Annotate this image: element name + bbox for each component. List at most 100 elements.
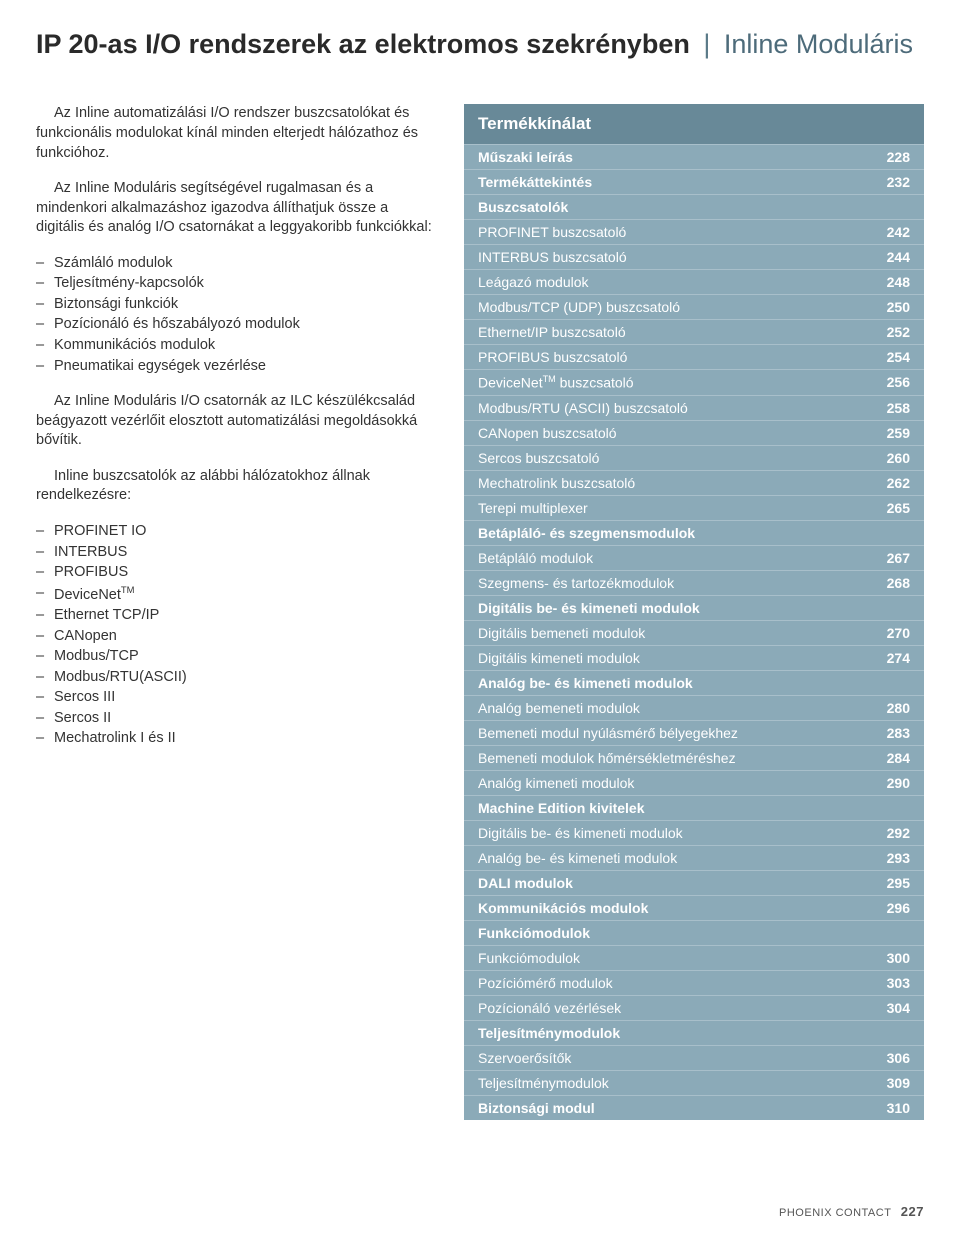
list-item: PROFIBUS — [36, 563, 436, 583]
list-item: Kommunikációs modulok — [36, 336, 436, 356]
toc-page: 232 — [887, 174, 910, 190]
toc-row: Teljesítménymodulok309 — [464, 1070, 924, 1095]
toc-label: DeviceNetTM buszcsatoló — [478, 374, 634, 391]
toc-row: PROFIBUS buszcsatoló254 — [464, 344, 924, 369]
toc: Termékkínálat Műszaki leírás228Termékátt… — [464, 104, 924, 1120]
toc-row: Kommunikációs modulok296 — [464, 895, 924, 920]
toc-page: 268 — [887, 575, 910, 591]
toc-page: 292 — [887, 825, 910, 841]
toc-label: Biztonsági modul — [478, 1100, 595, 1116]
toc-label: Termékáttekintés — [478, 174, 592, 190]
toc-row: Digitális kimeneti modulok274 — [464, 645, 924, 670]
toc-label: INTERBUS buszcsatoló — [478, 249, 627, 265]
list-item: Pneumatikai egységek vezérlése — [36, 357, 436, 377]
toc-label: Machine Edition kivitelek — [478, 800, 645, 816]
right-column: Termékkínálat Műszaki leírás228Termékátt… — [464, 104, 924, 1120]
toc-page: 244 — [887, 249, 910, 265]
toc-row: PROFINET buszcsatoló 242 — [464, 219, 924, 244]
toc-label: Analóg kimeneti modulok — [478, 775, 634, 791]
toc-page: 284 — [887, 750, 910, 766]
toc-label: Sercos buszcsatoló — [478, 450, 599, 466]
toc-label: Ethernet/IP buszcsatoló — [478, 324, 626, 340]
toc-page: 242 — [887, 224, 910, 240]
toc-page: 283 — [887, 725, 910, 741]
toc-row: Buszcsatolók — [464, 194, 924, 219]
toc-title: Termékkínálat — [464, 104, 924, 144]
toc-row: Funkciómodulok — [464, 920, 924, 945]
toc-label: Betápláló- és szegmensmodulok — [478, 525, 695, 541]
footer: PHOENIX CONTACT 227 — [779, 1204, 924, 1219]
toc-row: Digitális bemeneti modulok 270 — [464, 620, 924, 645]
toc-row: Szegmens- és tartozékmodulok268 — [464, 570, 924, 595]
content: Az Inline automatizálási I/O rendszer bu… — [0, 74, 960, 1120]
toc-row: Pozíciómérő modulok303 — [464, 970, 924, 995]
title-light: Inline Moduláris — [724, 29, 913, 59]
list-item: Mechatrolink I és II — [36, 729, 436, 749]
toc-page: 252 — [887, 324, 910, 340]
toc-label: PROFIBUS buszcsatoló — [478, 349, 627, 365]
list-item: Teljesítmény-kapcsolók — [36, 274, 436, 294]
toc-row: Bemeneti modul nyúlásmérő bélyegekhez283 — [464, 720, 924, 745]
title-bold: IP 20-as I/O rendszerek az elektromos sz… — [36, 29, 690, 59]
toc-page: 259 — [887, 425, 910, 441]
feature-list: Számláló modulokTeljesítmény-kapcsolókBi… — [36, 254, 436, 376]
list-item: Sercos II — [36, 709, 436, 729]
toc-label: Analóg be- és kimeneti modulok — [478, 850, 677, 866]
toc-row: CANopen buszcsatoló 259 — [464, 420, 924, 445]
toc-label: Modbus/RTU (ASCII) buszcsatoló — [478, 400, 688, 416]
toc-page: 309 — [887, 1075, 910, 1091]
toc-label: Digitális kimeneti modulok — [478, 650, 640, 666]
title-separator: | — [703, 29, 710, 59]
network-list: PROFINET IOINTERBUSPROFIBUSDeviceNetTMEt… — [36, 522, 436, 749]
toc-row: Ethernet/IP buszcsatoló 252 — [464, 319, 924, 344]
toc-page: 304 — [887, 1000, 910, 1016]
toc-page: 260 — [887, 450, 910, 466]
left-column: Az Inline automatizálási I/O rendszer bu… — [36, 104, 436, 1120]
toc-row: Sercos buszcsatoló 260 — [464, 445, 924, 470]
toc-label: Digitális be- és kimeneti modulok — [478, 825, 683, 841]
toc-row: DALI modulok295 — [464, 870, 924, 895]
toc-page: 256 — [887, 374, 910, 391]
toc-row: Terepi multiplexer265 — [464, 495, 924, 520]
toc-page: 306 — [887, 1050, 910, 1066]
footer-brand: PHOENIX CONTACT — [779, 1207, 891, 1219]
toc-row: Bemeneti modulok hőmérsékletméréshez 284 — [464, 745, 924, 770]
toc-label: CANopen buszcsatoló — [478, 425, 617, 441]
toc-row: Analóg be- és kimeneti modulok — [464, 670, 924, 695]
toc-page: 310 — [887, 1100, 910, 1116]
toc-row: Betápláló modulok267 — [464, 545, 924, 570]
toc-row: Funkciómodulok300 — [464, 945, 924, 970]
toc-page: 248 — [887, 274, 910, 290]
toc-label: PROFINET buszcsatoló — [478, 224, 626, 240]
toc-row: DeviceNetTM buszcsatoló 256 — [464, 369, 924, 395]
toc-page: 290 — [887, 775, 910, 791]
toc-label: Bemeneti modulok hőmérsékletméréshez — [478, 750, 736, 766]
toc-page: 228 — [887, 149, 910, 165]
toc-row: Leágazó modulok 248 — [464, 269, 924, 294]
list-item: Ethernet TCP/IP — [36, 606, 436, 626]
toc-label: Modbus/TCP (UDP) buszcsatoló — [478, 299, 680, 315]
toc-row: Analóg be- és kimeneti modulok293 — [464, 845, 924, 870]
toc-page: 267 — [887, 550, 910, 566]
paragraph-4: Inline buszcsatolók az alábbi hálózatokh… — [36, 467, 436, 506]
toc-label: Pozícionáló vezérlések — [478, 1000, 621, 1016]
toc-label: Buszcsatolók — [478, 199, 568, 215]
page-title: IP 20-as I/O rendszerek az elektromos sz… — [0, 0, 960, 74]
list-item: Modbus/RTU(ASCII) — [36, 668, 436, 688]
list-item: Számláló modulok — [36, 254, 436, 274]
list-item: Biztonsági funkciók — [36, 295, 436, 315]
toc-row: Modbus/TCP (UDP) buszcsatoló250 — [464, 294, 924, 319]
toc-label: Analóg be- és kimeneti modulok — [478, 675, 693, 691]
toc-label: Digitális bemeneti modulok — [478, 625, 645, 641]
toc-row: Digitális be- és kimeneti modulok — [464, 595, 924, 620]
toc-row: Betápláló- és szegmensmodulok — [464, 520, 924, 545]
toc-row: Modbus/RTU (ASCII) buszcsatoló258 — [464, 395, 924, 420]
toc-page: 270 — [887, 625, 910, 641]
toc-label: Pozíciómérő modulok — [478, 975, 613, 991]
toc-label: Leágazó modulok — [478, 274, 589, 290]
toc-row: Teljesítménymodulok — [464, 1020, 924, 1045]
toc-page: 300 — [887, 950, 910, 966]
toc-page: 280 — [887, 700, 910, 716]
list-item: INTERBUS — [36, 543, 436, 563]
paragraph-1: Az Inline automatizálási I/O rendszer bu… — [36, 104, 436, 163]
